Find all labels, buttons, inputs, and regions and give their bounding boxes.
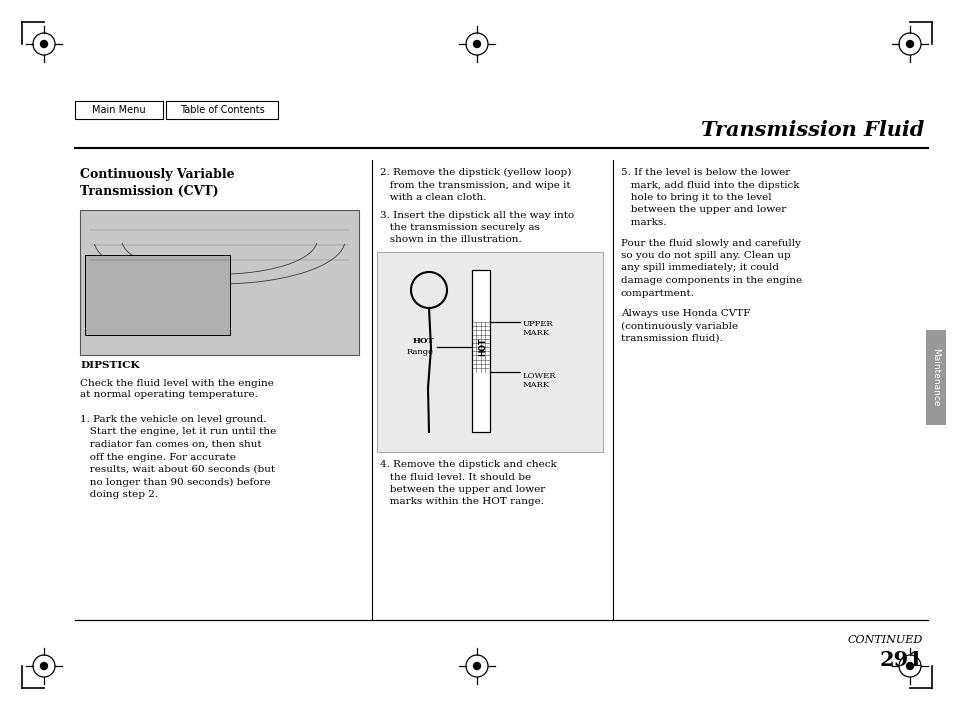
Text: shown in the illustration.: shown in the illustration. bbox=[379, 236, 521, 244]
Circle shape bbox=[473, 40, 480, 48]
Text: Always use Honda CVTF: Always use Honda CVTF bbox=[620, 309, 750, 318]
Text: compartment.: compartment. bbox=[620, 288, 695, 297]
Text: Continuously Variable
Transmission (CVT): Continuously Variable Transmission (CVT) bbox=[80, 168, 234, 197]
Text: UPPER
MARK: UPPER MARK bbox=[522, 320, 553, 337]
Text: 2. Remove the dipstick (yellow loop): 2. Remove the dipstick (yellow loop) bbox=[379, 168, 571, 177]
Text: Range: Range bbox=[407, 348, 434, 356]
Text: Pour the fluid slowly and carefully: Pour the fluid slowly and carefully bbox=[620, 239, 801, 248]
Text: CONTINUED: CONTINUED bbox=[847, 635, 923, 645]
Text: Main Menu: Main Menu bbox=[92, 105, 146, 115]
Text: Transmission Fluid: Transmission Fluid bbox=[700, 120, 923, 140]
Text: doing step 2.: doing step 2. bbox=[80, 490, 158, 499]
Text: no longer than 90 seconds) before: no longer than 90 seconds) before bbox=[80, 478, 271, 486]
Text: transmission fluid).: transmission fluid). bbox=[620, 334, 722, 343]
Text: Maintenance: Maintenance bbox=[930, 348, 940, 407]
Circle shape bbox=[473, 662, 480, 670]
Text: off the engine. For accurate: off the engine. For accurate bbox=[80, 452, 235, 462]
Text: 3. Insert the dipstick all the way into: 3. Insert the dipstick all the way into bbox=[379, 210, 574, 219]
Text: hole to bring it to the level: hole to bring it to the level bbox=[620, 193, 771, 202]
Text: (continuously variable: (continuously variable bbox=[620, 322, 738, 331]
Text: marks within the HOT range.: marks within the HOT range. bbox=[379, 498, 543, 506]
Text: marks.: marks. bbox=[620, 218, 666, 227]
Text: between the upper and lower: between the upper and lower bbox=[620, 205, 785, 214]
Bar bbox=[85, 255, 230, 334]
Text: LOWER
MARK: LOWER MARK bbox=[522, 372, 556, 389]
Circle shape bbox=[904, 40, 913, 48]
Text: the fluid level. It should be: the fluid level. It should be bbox=[379, 472, 531, 481]
Circle shape bbox=[40, 662, 49, 670]
Text: so you do not spill any. Clean up: so you do not spill any. Clean up bbox=[620, 251, 790, 260]
Circle shape bbox=[904, 662, 913, 670]
Bar bbox=[80, 210, 358, 355]
Text: the transmission securely as: the transmission securely as bbox=[379, 223, 539, 232]
Text: mark, add fluid into the dipstick: mark, add fluid into the dipstick bbox=[620, 180, 799, 190]
Bar bbox=[472, 270, 490, 432]
Text: 5. If the level is below the lower: 5. If the level is below the lower bbox=[620, 168, 789, 177]
Bar bbox=[376, 252, 602, 452]
Text: Table of Contents: Table of Contents bbox=[179, 105, 264, 115]
Text: any spill immediately; it could: any spill immediately; it could bbox=[620, 263, 779, 273]
Text: 291: 291 bbox=[879, 650, 923, 670]
Text: 4. Remove the dipstick and check: 4. Remove the dipstick and check bbox=[379, 460, 557, 469]
Text: Check the fluid level with the engine
at normal operating temperature.: Check the fluid level with the engine at… bbox=[80, 379, 274, 400]
Text: DIPSTICK: DIPSTICK bbox=[80, 361, 139, 370]
Text: damage components in the engine: damage components in the engine bbox=[620, 276, 801, 285]
Text: results, wait about 60 seconds (but: results, wait about 60 seconds (but bbox=[80, 465, 274, 474]
Text: 1. Park the vehicle on level ground.: 1. Park the vehicle on level ground. bbox=[80, 415, 266, 424]
Bar bbox=[925, 330, 945, 425]
Text: HOT: HOT bbox=[412, 337, 434, 345]
Text: with a clean cloth.: with a clean cloth. bbox=[379, 193, 486, 202]
Bar bbox=[75, 101, 163, 119]
Circle shape bbox=[40, 40, 49, 48]
Text: HOT: HOT bbox=[478, 338, 487, 356]
Bar bbox=[166, 101, 277, 119]
Text: between the upper and lower: between the upper and lower bbox=[379, 485, 545, 494]
Text: from the transmission, and wipe it: from the transmission, and wipe it bbox=[379, 180, 570, 190]
Text: Start the engine, let it run until the: Start the engine, let it run until the bbox=[80, 427, 276, 437]
Text: radiator fan comes on, then shut: radiator fan comes on, then shut bbox=[80, 440, 261, 449]
